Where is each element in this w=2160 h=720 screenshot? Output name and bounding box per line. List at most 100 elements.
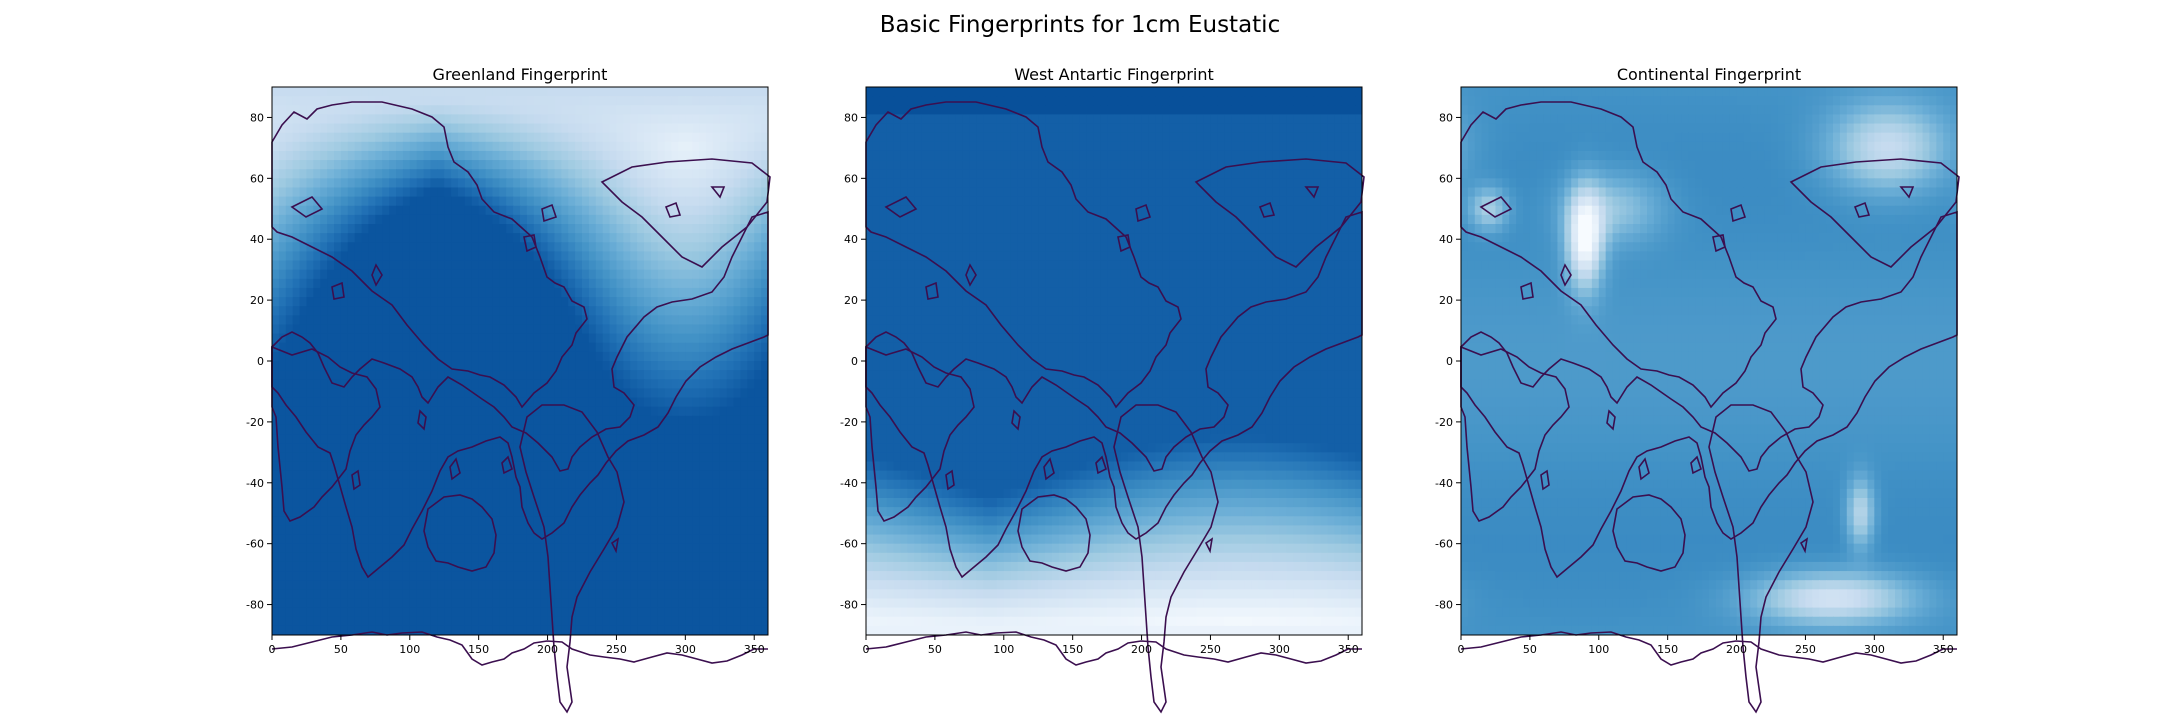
heatmap-cell [1265, 123, 1274, 134]
heatmap-cell [1065, 114, 1074, 125]
heatmap-cell [1334, 87, 1342, 97]
heatmap-cell [299, 424, 308, 435]
heatmap-cell [685, 561, 693, 572]
heatmap-cell [726, 571, 735, 581]
heatmap-cell [1306, 141, 1315, 152]
heatmap-cell [1272, 160, 1280, 170]
heatmap-cell [602, 424, 611, 435]
heatmap-cell [464, 251, 473, 262]
heatmap-cell [409, 205, 418, 216]
heatmap-cell [712, 525, 721, 536]
heatmap-cell [623, 160, 631, 170]
heatmap-cell [320, 251, 328, 262]
heatmap-cell [471, 406, 480, 417]
heatmap-cell [492, 141, 500, 152]
heatmap-cell [278, 114, 287, 125]
heatmap-cell [416, 543, 425, 554]
heatmap-cell [368, 552, 376, 563]
heatmap-cell [644, 269, 652, 280]
heatmap-cell [1272, 105, 1280, 115]
heatmap-cell [520, 169, 528, 179]
heatmap-cell [609, 443, 618, 453]
heatmap-cell [292, 178, 301, 189]
heatmap-cell [278, 105, 287, 115]
heatmap-cell [692, 415, 700, 426]
heatmap-cell [907, 150, 915, 161]
heatmap-cell [492, 552, 500, 563]
heatmap-cell [554, 443, 562, 453]
heatmap-cell [478, 233, 487, 243]
heatmap-cell [754, 534, 762, 545]
heatmap-cell [389, 233, 397, 243]
heatmap-cell [699, 306, 707, 316]
heatmap-cell [499, 488, 507, 499]
heatmap-cell [382, 178, 390, 189]
heatmap-cell [568, 461, 576, 472]
heatmap-cell [1065, 141, 1074, 152]
heatmap-cell [761, 242, 768, 252]
heatmap-cell [588, 87, 597, 97]
heatmap-cell [485, 315, 494, 326]
heatmap-cell [706, 397, 714, 408]
heatmap-cell [657, 388, 666, 399]
heatmap-cell [278, 406, 287, 417]
heatmap-cell [1148, 87, 1156, 97]
heatmap-cell [292, 625, 301, 635]
heatmap-cell [637, 370, 645, 380]
heatmap-cell [616, 625, 624, 635]
heatmap-cell [334, 342, 342, 353]
heatmap-cell [451, 625, 459, 635]
heatmap-cell [872, 114, 881, 125]
heatmap-cell [733, 297, 742, 307]
heatmap-cell [1341, 96, 1349, 106]
heatmap-cell [726, 543, 735, 554]
heatmap-cell [368, 607, 376, 618]
heatmap-cell [437, 132, 445, 143]
heatmap-cell [616, 224, 624, 234]
heatmap-cell [485, 461, 494, 472]
heatmap-cell [671, 488, 680, 499]
heatmap-cell [471, 160, 480, 170]
heatmap-cell [664, 498, 673, 508]
heatmap-cell [451, 260, 459, 271]
heatmap-cell [983, 105, 991, 115]
heatmap-cell [664, 616, 673, 627]
heatmap-cell [278, 397, 287, 408]
heatmap-cell [1045, 132, 1053, 143]
heatmap-cell [402, 87, 411, 97]
heatmap-cell [334, 507, 342, 517]
heatmap-cell [602, 269, 611, 280]
heatmap-cell [650, 196, 659, 207]
heatmap-cell [706, 415, 714, 426]
heatmap-cell [754, 479, 762, 490]
heatmap-cell [1251, 114, 1260, 125]
heatmap-cell [327, 242, 335, 252]
heatmap-cell [306, 498, 314, 508]
heatmap-cell [485, 150, 494, 161]
heatmap-cell [458, 370, 466, 380]
heatmap-cell [533, 434, 542, 444]
heatmap-cell [726, 525, 735, 536]
heatmap-cell [712, 233, 721, 243]
heatmap-cell [1341, 123, 1349, 134]
heatmap-cell [292, 479, 301, 490]
heatmap-cell [306, 269, 314, 280]
heatmap-cell [754, 269, 762, 280]
heatmap-cell [368, 150, 376, 161]
heatmap-cell [347, 233, 356, 243]
heatmap-cell [630, 169, 638, 179]
heatmap-cell [389, 561, 397, 572]
heatmap-cell [595, 470, 604, 481]
heatmap-cell [382, 571, 390, 581]
heatmap-cell [1251, 160, 1260, 170]
heatmap-cell [285, 278, 294, 289]
heatmap-cell [740, 169, 748, 179]
heatmap-cell [278, 178, 287, 189]
heatmap-cell [526, 132, 535, 143]
heatmap-cell [554, 379, 562, 389]
heatmap-cell [1065, 123, 1074, 134]
heatmap-cell [526, 607, 535, 618]
heatmap-cell [340, 488, 349, 499]
heatmap-cell [402, 589, 411, 600]
heatmap-cell [637, 287, 645, 298]
